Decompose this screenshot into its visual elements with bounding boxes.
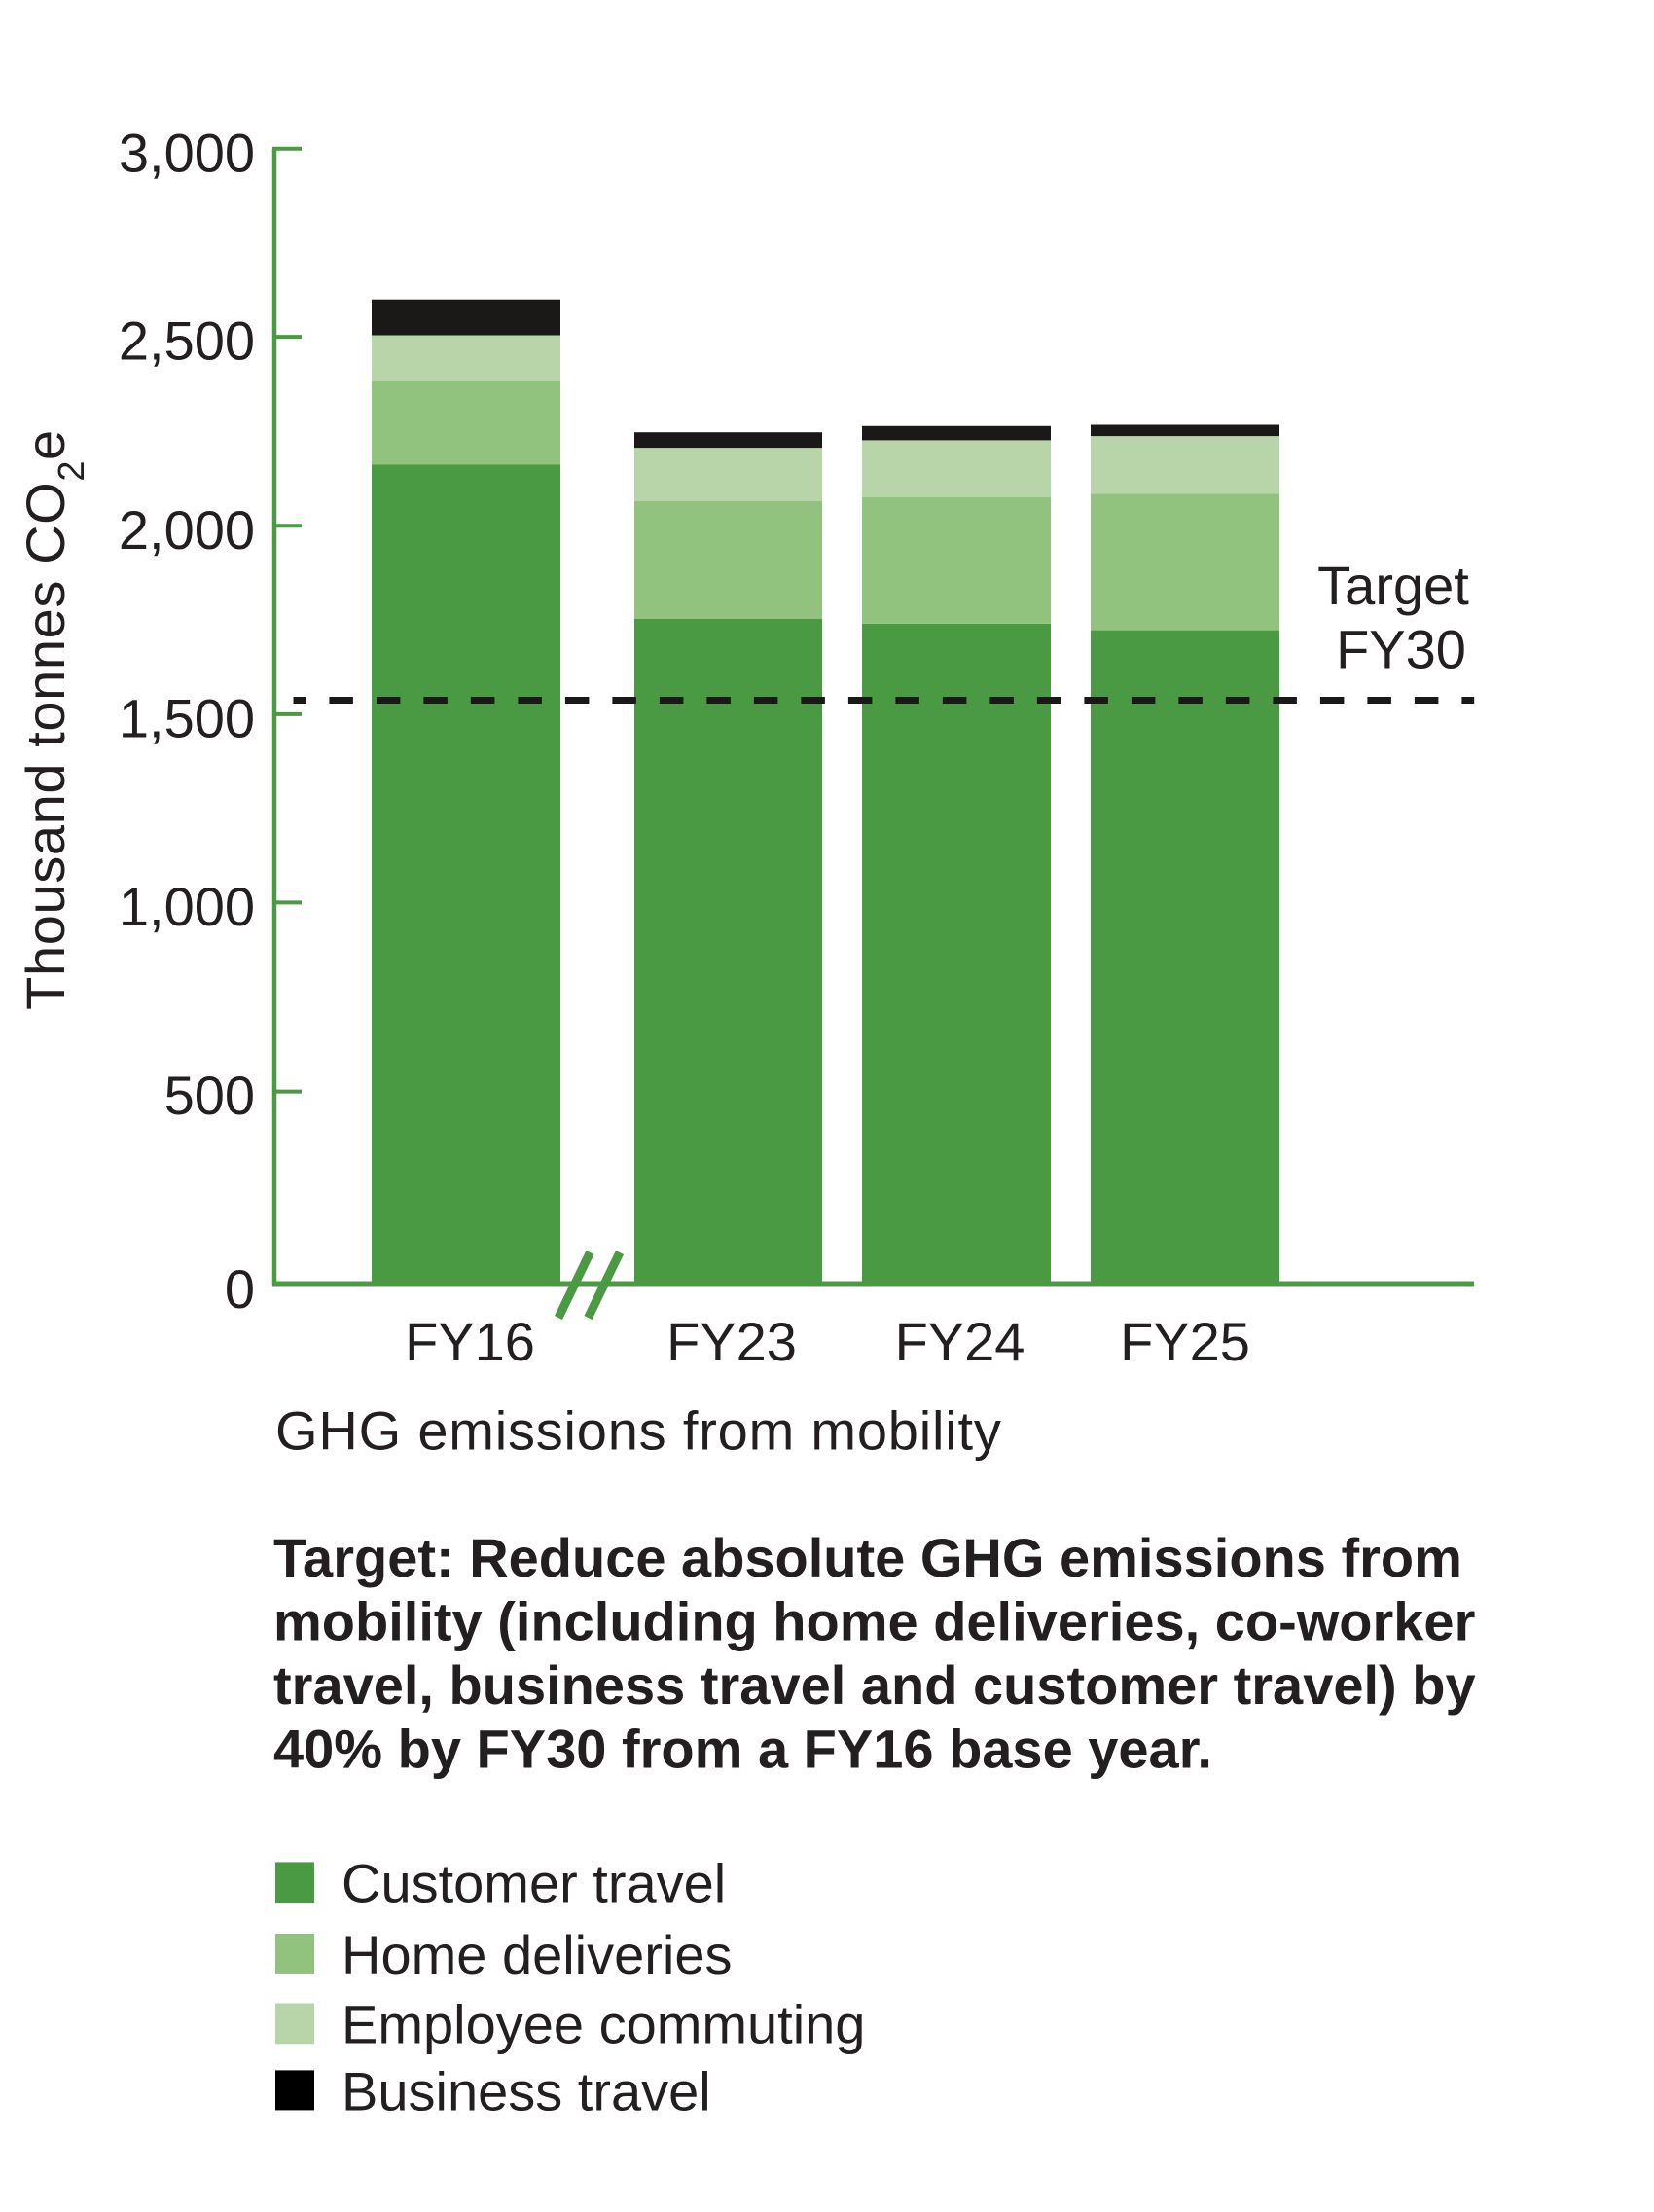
svg-text:GHG emissions from mobility: GHG emissions from mobility (275, 1399, 1002, 1461)
svg-text:2,000: 2,000 (119, 499, 255, 561)
svg-text:FY24: FY24 (895, 1311, 1025, 1372)
svg-text:FY16: FY16 (405, 1311, 535, 1372)
svg-text:FY23: FY23 (666, 1311, 797, 1372)
svg-text:40% by FY30 from a FY16 base y: 40% by FY30 from a FY16 base year. (273, 1719, 1212, 1780)
svg-text:Target: Reduce absolute GHG em: Target: Reduce absolute GHG emissions fr… (273, 1527, 1462, 1588)
svg-text:Employee commuting: Employee commuting (342, 1994, 865, 2055)
svg-text:1,500: 1,500 (119, 688, 255, 749)
svg-text:500: 500 (164, 1065, 255, 1126)
svg-text:3,000: 3,000 (119, 122, 255, 183)
svg-text:travel, business travel and cu: travel, business travel and customer tra… (273, 1654, 1476, 1716)
svg-text:Home deliveries: Home deliveries (342, 1924, 733, 1985)
svg-text:2,500: 2,500 (119, 310, 255, 372)
svg-text:0: 0 (225, 1258, 255, 1320)
svg-text:Target: Target (1317, 555, 1469, 616)
svg-text:1,000: 1,000 (119, 876, 255, 937)
svg-text:Thousand tonnes CO2e: Thousand tonnes CO2e (15, 429, 92, 1010)
svg-text:FY30: FY30 (1336, 619, 1466, 680)
svg-text:Business travel: Business travel (342, 2061, 711, 2122)
svg-text:mobility (including home deliv: mobility (including home deliveries, co-… (273, 1591, 1475, 1652)
svg-text:Customer travel: Customer travel (342, 1853, 726, 1914)
svg-text:FY25: FY25 (1120, 1311, 1250, 1372)
